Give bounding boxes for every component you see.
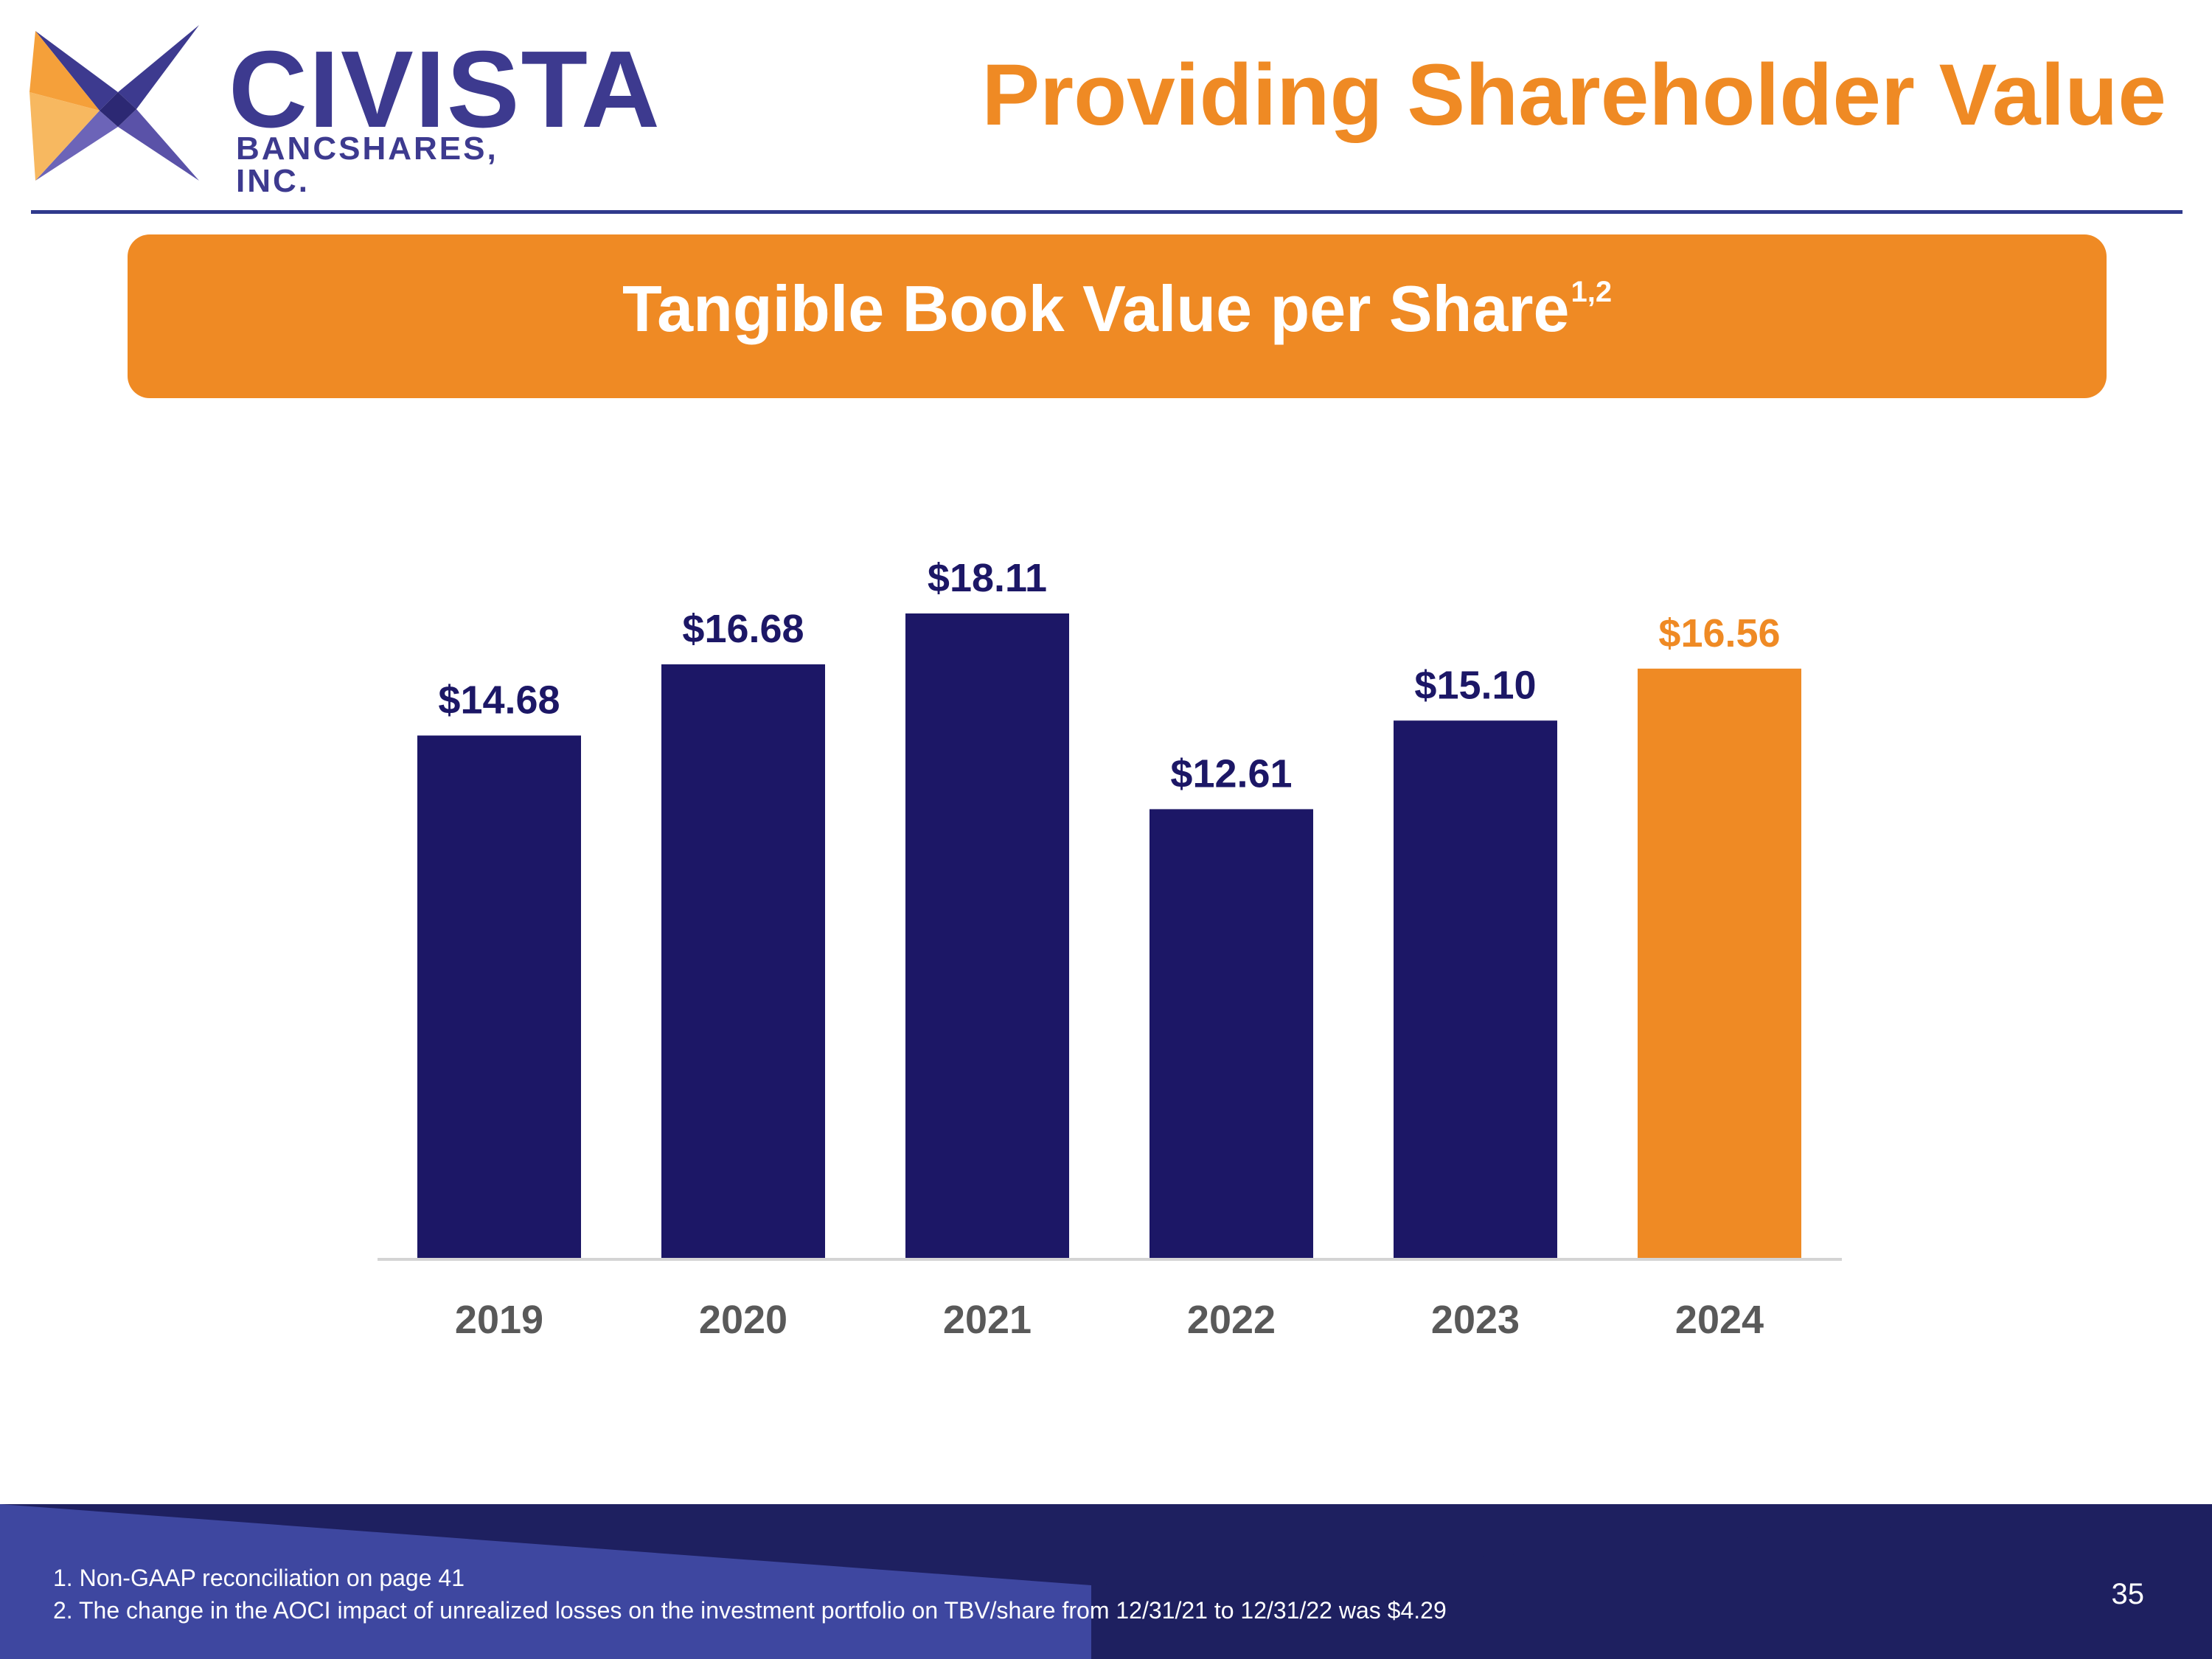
data-label-2019: $14.68 [438,678,560,723]
data-label-2021: $18.11 [928,556,1047,600]
bar-2020 [661,664,825,1258]
x-tick-label-2022: 2022 [1187,1298,1276,1342]
x-tick-label-2019: 2019 [455,1298,543,1342]
chart-title-superscript: 1,2 [1571,276,1613,308]
x-tick-label-2021: 2021 [943,1298,1032,1342]
star-logo-icon [29,25,199,181]
bar-chart: $14.68 2019 $16.68 2020 $18.11 2021 $12.61 2022… [378,556,1842,1342]
header-divider [31,210,2183,214]
logo-subtitle: BANCSHARES, INC. [236,131,498,199]
chart-title: Tangible Book Value per Share1,2 [128,270,2107,348]
data-label-2024: $16.56 [1658,611,1780,655]
data-label-2020: $16.68 [682,607,804,651]
bar-2022 [1150,809,1313,1258]
page-title: Providing Shareholder Value [981,46,2166,144]
chart-title-banner: Tangible Book Value per Share1,2 [128,234,2107,398]
footnotes: 1. Non-GAAP reconciliation on page 41 2.… [53,1562,1447,1627]
data-label-2023: $15.10 [1414,663,1536,707]
footnote-1: 1. Non-GAAP reconciliation on page 41 [53,1565,465,1591]
x-tick-label-2023: 2023 [1431,1298,1520,1342]
logo-wordmark: CIVISTA [229,29,661,150]
data-label-2022: $12.61 [1170,751,1292,796]
footer-band [0,1504,2212,1659]
x-tick-label-2024: 2024 [1675,1298,1764,1342]
x-tick-label-2020: 2020 [699,1298,787,1342]
company-logo: CIVISTA BANCSHARES, INC. [29,22,660,198]
bar-2019 [417,735,581,1258]
chart-title-text: Tangible Book Value per Share [622,272,1570,345]
page-number: 35 [2111,1578,2145,1610]
bar-2024 [1638,668,1801,1258]
bar-2023 [1394,720,1557,1258]
footnote-2: 2. The change in the AOCI impact of unre… [53,1597,1447,1624]
bar-2021 [905,613,1069,1258]
